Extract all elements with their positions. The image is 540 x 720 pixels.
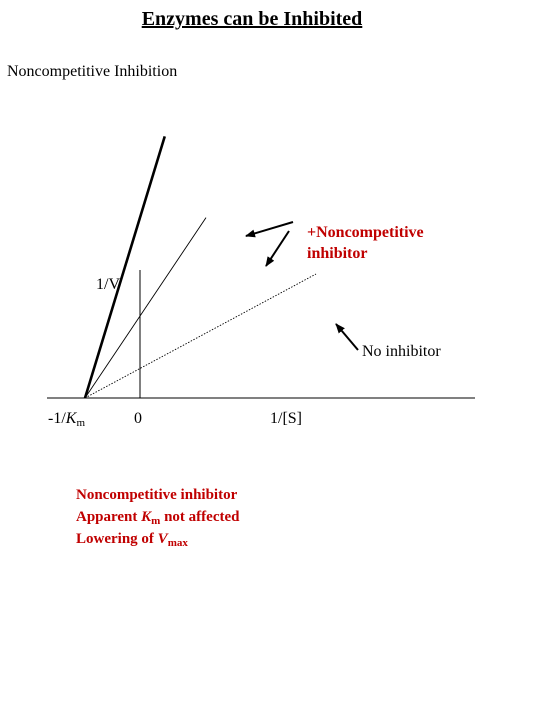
series-line-thin	[84, 217, 207, 399]
note-line-1: Noncompetitive inhibitor	[76, 487, 238, 503]
notes-block: Noncompetitive inhibitor Apparent Km not…	[76, 484, 239, 550]
no-inhibitor-annotation: No inhibitor	[362, 343, 441, 360]
series-lines	[83, 136, 317, 399]
page-title: Enzymes can be Inhibited	[141, 8, 363, 30]
arrow-to-no-inhibitor-line	[335, 323, 359, 351]
note-line-3: Lowering of Vmax	[76, 531, 188, 549]
inhibitor-annotation-line1: +Noncompetitive	[307, 224, 424, 241]
inhibitor-annotation: +Noncompetitive inhibitor	[307, 222, 424, 264]
arrow-to-inhibitor-thin-line	[265, 230, 290, 267]
series-line-thick	[83, 136, 166, 399]
tick-label-zero: 0	[134, 410, 142, 427]
page-subtitle: Noncompetitive Inhibition	[7, 63, 178, 80]
x-axis-label: 1/[S]	[270, 410, 302, 427]
arrow-to-inhibitor-thick-line	[245, 221, 294, 238]
note-line-2: Apparent Km not affected	[76, 509, 240, 527]
inhibitor-annotation-line2: inhibitor	[307, 245, 368, 262]
y-axis-label: 1/V	[96, 276, 120, 293]
tick-label-neg-inv-km: -1/Km	[48, 410, 86, 429]
